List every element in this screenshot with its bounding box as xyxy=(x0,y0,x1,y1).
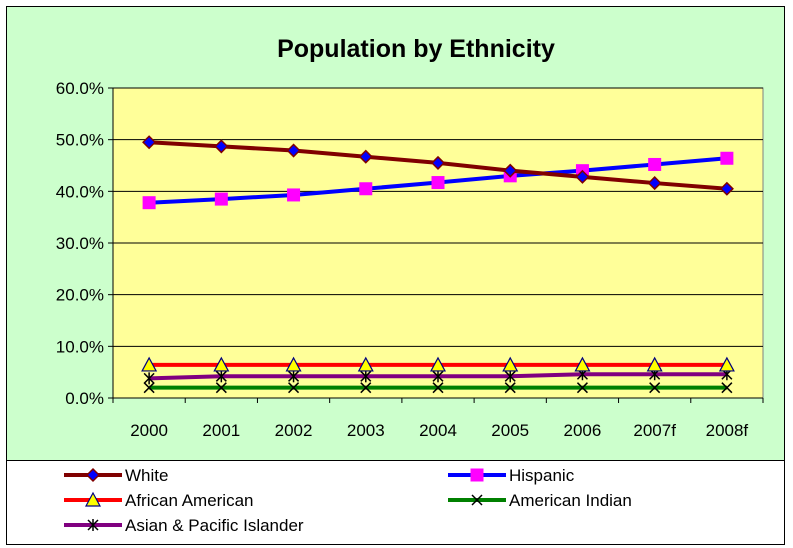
point-american-indian xyxy=(432,382,444,394)
x-tick-label: 2004 xyxy=(419,421,457,440)
legend-label: Asian & Pacific Islander xyxy=(125,516,304,535)
y-tick-label: 0.0% xyxy=(65,389,104,408)
point-hispanic xyxy=(142,196,156,210)
point-african-american xyxy=(429,356,447,372)
x-tick-label: 2002 xyxy=(275,421,313,440)
point-american-indian xyxy=(649,382,661,394)
y-tick-label: 10.0% xyxy=(56,337,104,356)
point-african-american xyxy=(141,356,158,372)
point-american-indian xyxy=(504,382,516,394)
legend-item-asian-pacific-islander: Asian & Pacific Islander xyxy=(64,516,304,535)
point-white xyxy=(214,139,229,154)
point-asian-pacific-islander xyxy=(504,370,516,383)
x-tick-label: 2003 xyxy=(347,421,385,440)
point-american-indian xyxy=(576,382,588,394)
x-tick-label: 2005 xyxy=(491,421,529,440)
legend-label: American Indian xyxy=(509,491,632,510)
x-tick-label: 2001 xyxy=(202,421,240,440)
legend-marker xyxy=(87,519,99,531)
legend-marker xyxy=(84,491,102,507)
point-african-american xyxy=(502,356,519,372)
y-tick-label: 40.0% xyxy=(56,182,104,201)
legend-marker xyxy=(471,494,483,506)
y-tick-label: 20.0% xyxy=(56,286,104,305)
point-white xyxy=(503,163,518,178)
y-tick-label: 50.0% xyxy=(56,131,104,150)
legend-item-american-indian: American Indian xyxy=(448,491,632,510)
point-hispanic xyxy=(720,151,734,165)
point-african-american xyxy=(285,356,302,372)
x-tick-label: 2000 xyxy=(130,421,168,440)
legend-item-white: White xyxy=(64,466,168,485)
point-asian-pacific-islander xyxy=(360,370,372,383)
point-american-indian xyxy=(288,382,300,394)
legend-marker xyxy=(85,467,101,483)
point-asian-pacific-islander xyxy=(432,370,444,383)
point-hispanic xyxy=(359,182,373,196)
point-hispanic xyxy=(214,192,228,206)
point-white xyxy=(286,143,301,158)
legend-area xyxy=(6,461,785,545)
point-white xyxy=(142,135,157,150)
legend-label: Hispanic xyxy=(509,466,575,485)
legend-label: African American xyxy=(125,491,254,510)
point-white xyxy=(719,181,734,196)
plot-layer: 0.0% 10.0% 20.0% 30.0% 40.0% 50.0% 60.0% 2000 20… xyxy=(56,79,764,440)
legend-item-african-american: African American xyxy=(64,491,254,510)
point-african-american xyxy=(213,356,230,372)
legend-label: White xyxy=(125,466,168,485)
y-tick-label: 30.0% xyxy=(56,234,104,253)
point-asian-pacific-islander xyxy=(143,372,155,385)
x-tick-label: 2007f xyxy=(633,421,676,440)
legend-marker xyxy=(470,468,484,482)
point-white xyxy=(358,149,373,164)
point-american-indian xyxy=(143,382,155,394)
point-african-american xyxy=(718,356,735,372)
point-american-indian xyxy=(721,382,733,394)
point-african-american xyxy=(357,356,374,372)
point-white xyxy=(647,176,662,191)
point-hispanic xyxy=(431,176,445,190)
point-hispanic xyxy=(287,188,301,202)
legend-item-hispanic: Hispanic xyxy=(448,466,575,485)
point-hispanic xyxy=(648,157,662,171)
point-asian-pacific-islander xyxy=(288,370,300,383)
legend: White Hispanic African American American In… xyxy=(64,466,632,535)
x-tick-label: 2008f xyxy=(706,421,749,440)
point-white xyxy=(575,169,590,184)
point-african-american xyxy=(646,356,663,372)
point-american-indian xyxy=(215,382,227,394)
chart-title: Population by Ethnicity xyxy=(277,35,555,63)
x-tick-label: 2006 xyxy=(564,421,602,440)
point-american-indian xyxy=(360,382,372,394)
y-tick-label: 60.0% xyxy=(56,79,104,98)
point-asian-pacific-islander xyxy=(215,370,227,383)
point-african-american xyxy=(574,356,591,372)
point-white xyxy=(430,155,446,170)
